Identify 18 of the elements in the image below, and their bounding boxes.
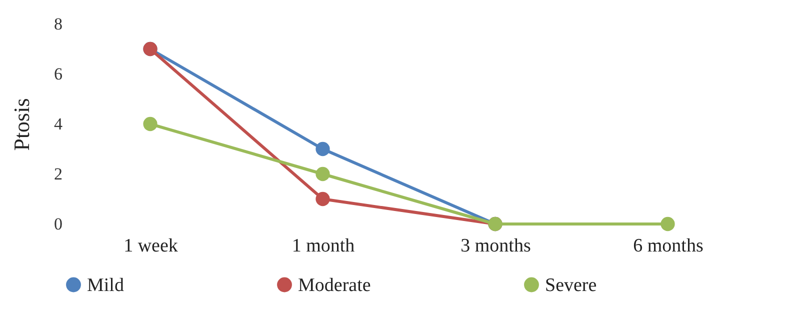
x-tick-label: 3 months bbox=[460, 236, 531, 256]
point bbox=[316, 192, 330, 206]
y-tick-label: 0 bbox=[54, 214, 62, 234]
legend-label: Severe bbox=[545, 274, 597, 296]
x-tick-label: 1 week bbox=[124, 236, 178, 256]
point bbox=[316, 166, 330, 182]
point bbox=[143, 116, 158, 132]
y-tick-label: 2 bbox=[54, 164, 62, 184]
y-tick-label: 4 bbox=[54, 114, 63, 134]
y-tick-label: 6 bbox=[54, 64, 62, 84]
point bbox=[660, 216, 675, 232]
legend-label: Moderate bbox=[298, 274, 371, 296]
x-tick-label: 6 months bbox=[633, 236, 704, 256]
point bbox=[316, 142, 330, 156]
x-tick-label: 1 month bbox=[292, 236, 356, 256]
legend-label: Mild bbox=[87, 274, 124, 296]
y-axis-title: Ptosis bbox=[9, 98, 34, 151]
y-tick-label: 8 bbox=[54, 14, 62, 34]
